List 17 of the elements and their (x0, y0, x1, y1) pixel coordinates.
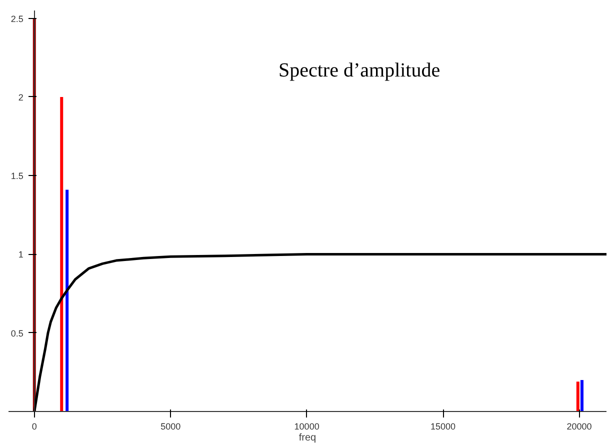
bar (60, 96, 64, 412)
bar (66, 190, 69, 412)
line-series (33, 252, 606, 412)
x-axis-title: freq (298, 432, 316, 444)
x-tick-label: 0 (32, 422, 37, 432)
bar (580, 380, 584, 412)
y-tick-label: 2.5 (10, 14, 24, 24)
y-tick-label: 1.5 (10, 171, 24, 182)
text: Spectre d’amplitude (278, 60, 440, 82)
x-tick-label: 20000 (566, 422, 592, 432)
y-tick-label: 0.5 (10, 328, 24, 338)
bar (576, 382, 580, 412)
x-tick-label: 5000 (160, 422, 181, 432)
x-tick-label: 15000 (430, 422, 456, 432)
x-tick-label: 10000 (294, 422, 320, 432)
y-tick-label: 2 (18, 92, 24, 102)
y-tick-label: 1 (18, 250, 24, 260)
